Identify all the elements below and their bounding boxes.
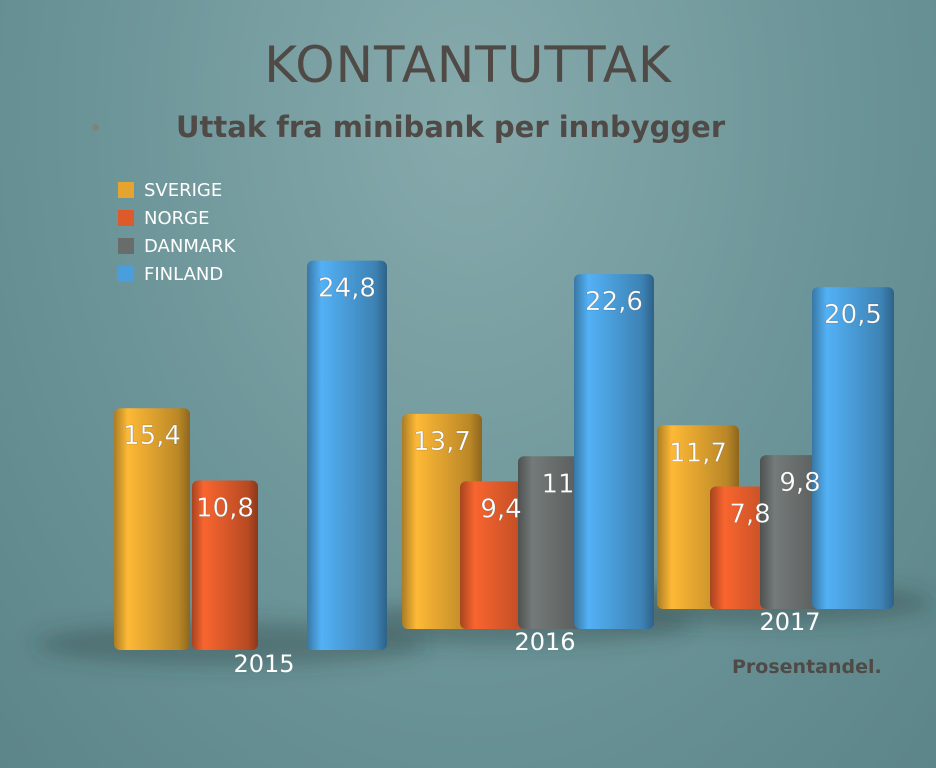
chart-subtitle: Uttak fra minibank per innbygger	[176, 110, 726, 144]
data-label-sverige-2016: 13,7	[413, 427, 471, 457]
data-label-finland-2016: 22,6	[585, 287, 643, 317]
legend-swatch	[118, 238, 134, 254]
bullet-dot	[92, 124, 99, 131]
bar-sverige-2015	[114, 408, 190, 650]
data-label-norge-2016: 9,4	[480, 494, 521, 524]
legend-item-finland: FINLAND	[118, 260, 235, 288]
bar-finland-2016	[574, 274, 654, 629]
bar-finland-2017	[812, 287, 894, 609]
legend-item-sverige: SVERIGE	[118, 176, 235, 204]
legend-label: DANMARK	[144, 235, 236, 257]
data-label-danmark-2017: 9,8	[779, 468, 820, 498]
legend-item-danmark: DANMARK	[118, 232, 235, 260]
legend-swatch	[118, 210, 134, 226]
data-label-finland-2015: 24,8	[318, 274, 376, 304]
legend-item-norge: NORGE	[118, 204, 235, 232]
data-label-sverige-2017: 11,7	[669, 438, 727, 468]
legend-label: SVERIGE	[144, 179, 223, 201]
legend-label: NORGE	[144, 207, 210, 229]
legend-swatch	[118, 182, 134, 198]
bar-norge-2015	[192, 480, 258, 650]
unit-note: Prosentandel.	[732, 656, 882, 678]
legend: SVERIGE NORGE DANMARK FINLAND	[118, 176, 235, 288]
data-label-sverige-2015: 15,4	[123, 421, 181, 451]
category-label-2015: 2015	[233, 650, 294, 678]
bar-finland-2015	[307, 260, 387, 650]
data-label-norge-2017: 7,8	[729, 500, 770, 530]
category-label-2016: 2016	[514, 628, 575, 656]
data-label-norge-2015: 10,8	[196, 493, 254, 523]
data-label-danmark-2016: 11	[541, 469, 574, 499]
chart-title: KONTANTUTTAK	[264, 36, 672, 94]
data-label-finland-2017: 20,5	[824, 300, 882, 330]
legend-label: FINLAND	[144, 263, 224, 285]
category-label-2017: 2017	[759, 608, 820, 636]
legend-swatch	[118, 266, 134, 282]
